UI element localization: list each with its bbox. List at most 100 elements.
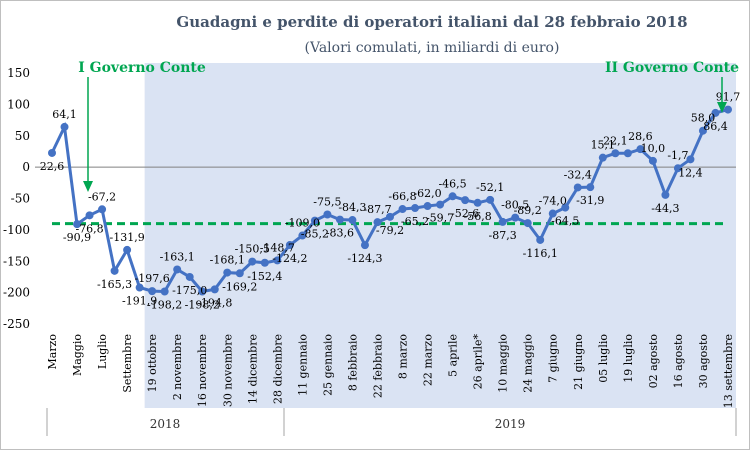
x-tick-label: 22 marzo <box>422 334 435 387</box>
x-tick-label: 8 marzo <box>397 334 410 380</box>
data-label: -197,6 <box>135 272 170 285</box>
data-point <box>686 155 695 164</box>
data-point <box>573 183 582 192</box>
annotation-arrow-left <box>83 77 93 192</box>
data-point <box>310 216 319 225</box>
data-label: 22,1 <box>603 134 628 147</box>
data-point <box>335 215 344 224</box>
data-point <box>135 283 144 292</box>
data-point <box>185 272 194 281</box>
y-tick-label: -250 <box>3 317 30 331</box>
data-label: -59,7 <box>426 212 454 225</box>
data-label: -150,5 <box>235 243 270 256</box>
data-markers <box>48 105 732 296</box>
x-tick-label: 05 luglio <box>597 334 610 383</box>
data-label: -87,7 <box>363 203 391 216</box>
x-tick-label: 14 dicembre <box>246 334 259 404</box>
data-point <box>511 213 520 222</box>
x-tick-label: Luglio <box>96 334 109 369</box>
chart-subtitle: (Valori comulati, in miliardi di euro) <box>305 40 560 56</box>
y-tick-label: -150 <box>3 254 30 268</box>
data-point <box>73 220 82 229</box>
x-tick-label: 2 novembre <box>171 334 184 400</box>
data-label: -168,1 <box>210 254 245 267</box>
data-point <box>373 218 382 227</box>
y-tick-label: 150 <box>7 66 30 80</box>
data-label: -198,2 <box>185 298 220 311</box>
data-point <box>85 211 94 220</box>
data-point <box>60 122 69 131</box>
data-label: -44,3 <box>651 202 679 215</box>
x-tick-label: 30 agosto <box>697 334 710 389</box>
annotation-arrow-right <box>717 77 727 113</box>
data-point <box>386 212 394 221</box>
data-point <box>536 235 545 244</box>
data-point <box>423 202 432 211</box>
data-label: -109,0 <box>285 217 320 230</box>
data-label: 12,4 <box>678 166 703 179</box>
data-point <box>598 153 607 162</box>
data-point <box>298 231 307 240</box>
x-tick-label: 10 maggio <box>497 334 510 393</box>
data-label: 91,7 <box>716 91 741 104</box>
data-point <box>110 266 119 275</box>
data-point <box>648 156 657 165</box>
data-label: -74,0 <box>539 195 567 208</box>
data-point <box>223 268 232 277</box>
data-point <box>198 287 207 296</box>
data-label: -84,3 <box>338 201 366 214</box>
data-point <box>398 205 407 214</box>
data-label: -90,9 <box>63 231 91 244</box>
data-label: -116,1 <box>523 247 558 260</box>
year-label-2019: 2019 <box>495 417 526 431</box>
data-point <box>661 190 670 199</box>
data-label: -65,2 <box>401 215 429 228</box>
data-label: 22,6 <box>40 160 65 173</box>
data-label: -52,6 <box>451 207 479 220</box>
data-labels: 22,6 64,1 -90,9-76,8 -67,2 -165,3 -131,9 -191,… <box>40 91 741 312</box>
data-label: -32,4 <box>564 168 592 181</box>
data-label: -163,1 <box>160 250 195 263</box>
y-tick-label: 0 <box>22 160 30 174</box>
data-label: 86,4 <box>703 120 728 133</box>
data-point <box>461 196 470 205</box>
data-label: -46,5 <box>438 177 466 190</box>
data-point <box>448 192 457 201</box>
x-tick-label: Maggio <box>71 334 84 376</box>
data-point <box>323 210 332 219</box>
data-label: -75,5 <box>313 196 341 209</box>
data-point <box>473 198 482 207</box>
y-tick-label: -200 <box>3 286 30 300</box>
data-point <box>486 195 495 204</box>
data-point <box>48 148 56 157</box>
data-label: -31,9 <box>576 194 604 207</box>
data-label: 58,0 <box>691 112 716 125</box>
data-point <box>210 285 219 294</box>
x-tick-label: 19 ottobre <box>146 334 159 392</box>
data-label: -175,0 <box>172 284 207 297</box>
data-point <box>160 287 169 296</box>
x-tick-label: Settembre <box>121 334 134 393</box>
x-tick-label: 16 agosto <box>672 334 685 389</box>
data-label: -64,5 <box>551 215 579 228</box>
data-label: -124,3 <box>347 252 382 265</box>
data-point <box>260 258 269 267</box>
data-label: -169,2 <box>222 280 257 293</box>
x-tick-label: 5 aprile <box>447 334 460 377</box>
data-label: -89,2 <box>514 204 542 217</box>
x-tick-label: 16 novembre <box>196 334 209 407</box>
data-label: -194,8 <box>197 296 232 309</box>
x-tick-label: Marzo <box>46 334 59 370</box>
x-tick-label: 8 febbraio <box>346 334 359 391</box>
x-tick-label: 11 gennaio <box>296 334 309 396</box>
data-point <box>98 205 107 214</box>
y-tick-label: 50 <box>15 129 30 143</box>
data-label: 28,6 <box>628 130 653 143</box>
annotation-i-governo-conte: I Governo Conte <box>78 60 206 76</box>
data-point <box>623 149 632 158</box>
data-label: -1,7 <box>667 149 688 162</box>
y-tick-label: 100 <box>7 97 30 111</box>
x-tick-label: 19 luglio <box>622 334 635 383</box>
x-tick-label: 02 agosto <box>647 334 660 389</box>
